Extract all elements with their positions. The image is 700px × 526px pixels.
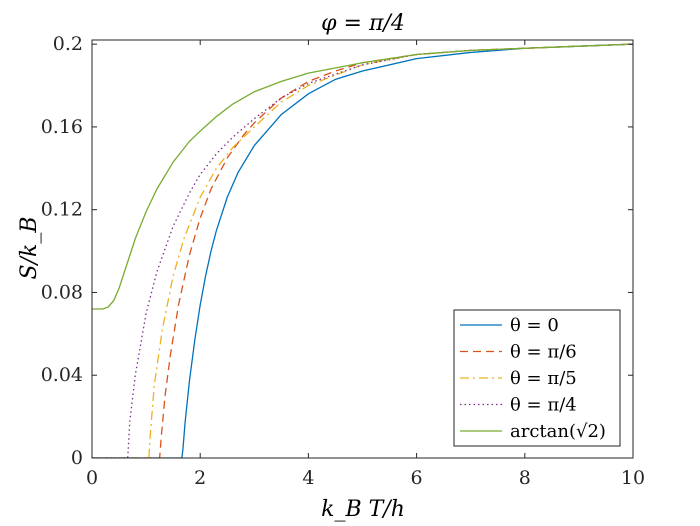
plot-area [91, 39, 634, 459]
legend-label: θ = π/4 [510, 395, 577, 416]
legend-label: arctan(√2) [510, 421, 606, 442]
y-tick-label: 0.08 [41, 281, 83, 303]
x-tick-label: 8 [519, 467, 531, 489]
y-axis-label: S/k_B [17, 217, 42, 280]
series-line-4 [92, 43, 633, 458]
legend-label: θ = π/6 [510, 342, 577, 363]
x-tick-label: 6 [411, 467, 423, 489]
x-tick-label: 0 [86, 467, 98, 489]
x-tick-label: 10 [621, 467, 645, 489]
legend-label: θ = 0 [510, 315, 559, 336]
series-line-1 [92, 43, 633, 458]
y-tick-label: 0.12 [41, 199, 83, 221]
x-axis-label: k_B T/h [321, 497, 405, 522]
plot-frame [91, 39, 634, 459]
legend-label: θ = π/5 [510, 368, 577, 389]
chart-title: φ = π/4 [321, 11, 405, 36]
legend: θ = 0 θ = π/6 θ = π/5 θ = π/4 arctan(√2) [453, 309, 621, 447]
x-tick-label: 2 [194, 467, 206, 489]
y-tick-label: 0.04 [41, 364, 83, 386]
x-axis: 0 2 4 6 8 10 [86, 40, 645, 489]
y-axis: 0 0.04 0.08 0.12 0.16 0.2 [41, 33, 633, 469]
y-tick-label: 0.2 [53, 33, 83, 55]
y-tick-label: 0.16 [41, 116, 83, 138]
x-tick-label: 4 [302, 467, 314, 489]
series-line-5 [92, 43, 633, 310]
y-tick-label: 0 [71, 447, 83, 469]
